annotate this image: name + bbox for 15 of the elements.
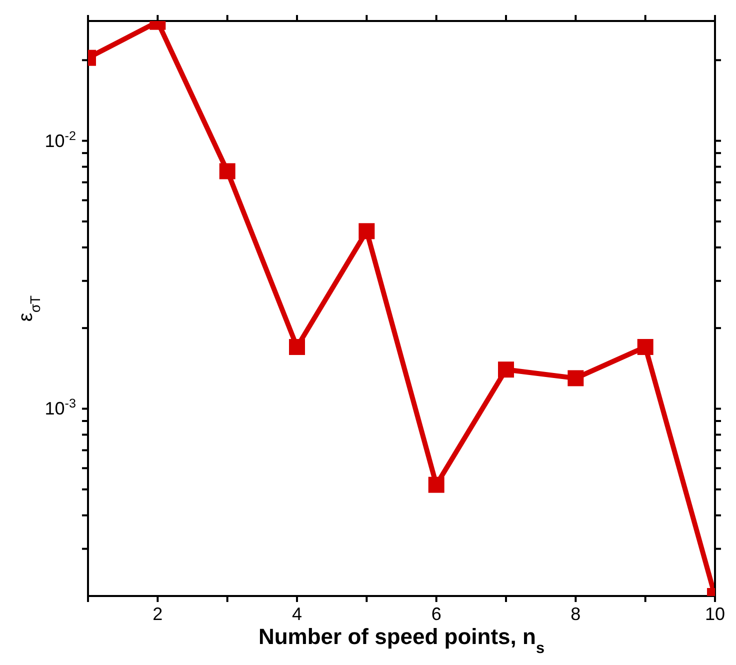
point [498,362,514,378]
y-tick-label: 10$^{-3}$ [44,396,76,419]
x-tick-label: 2 [152,604,163,624]
point [637,338,654,355]
x-axis-title: Number of speed points, n$_{s}$ [258,624,545,656]
y-tick-label: 10$^{-2}$ [44,128,76,151]
point [289,338,305,355]
point [568,370,584,386]
point [219,163,236,180]
x-tick-label: 8 [570,604,581,624]
point [428,476,444,493]
x-tick-label: 10 [704,604,726,624]
x-tick-label: 6 [431,604,442,624]
point [358,223,375,240]
x-tick-label: 4 [292,604,302,624]
